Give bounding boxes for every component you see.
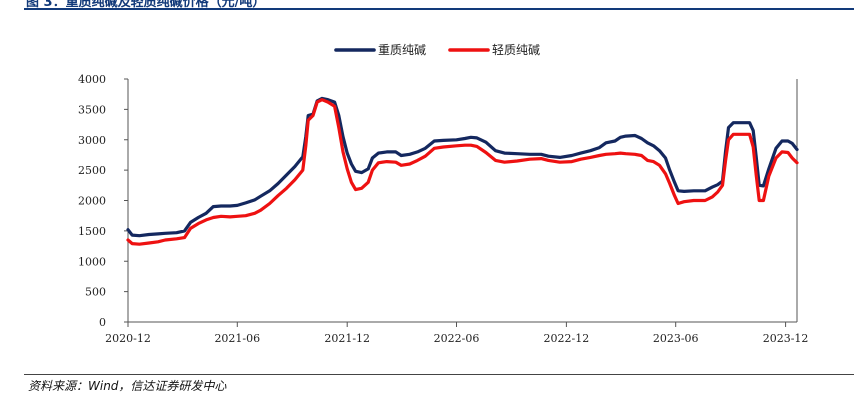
y-tick-label: 1000 <box>78 255 106 268</box>
series-line-light-soda-ash <box>126 98 799 246</box>
x-tick-label: 2023-12 <box>763 332 809 345</box>
legend-label: 重质纯碱 <box>378 43 426 57</box>
title-rule <box>24 8 854 10</box>
x-tick-label: 2021-06 <box>214 332 260 345</box>
x-tick-label: 2020-12 <box>105 332 151 345</box>
chart-axes: 0 500 1000 1500 2000 2500 3000 3500 4000 2020-12 2… <box>78 73 808 345</box>
figure-title: 图 3：重质纯碱及轻质纯碱价格（元/吨） <box>26 0 266 10</box>
x-tick-label: 2022-12 <box>544 332 590 345</box>
y-tick-label: 2500 <box>78 164 106 177</box>
x-tick-label: 2021-12 <box>324 332 370 345</box>
x-tick-label: 2022-06 <box>434 332 480 345</box>
y-tick-label: 3000 <box>78 134 106 147</box>
source-note: 资料来源：Wind，信达证券研发中心 <box>28 379 227 393</box>
chart-series <box>126 96 799 246</box>
y-tick-label: 0 <box>99 316 106 329</box>
x-tick-label: 2023-06 <box>653 332 699 345</box>
y-tick-label: 500 <box>85 286 106 299</box>
series-line-heavy-soda-ash <box>126 96 799 238</box>
y-tick-label: 2000 <box>78 195 106 208</box>
chart-legend: 重质纯碱 轻质纯碱 <box>334 43 540 57</box>
y-tick-label: 3500 <box>78 103 106 116</box>
y-tick-label: 1500 <box>78 225 106 238</box>
source-rule <box>24 374 854 375</box>
y-tick-label: 4000 <box>78 73 106 86</box>
legend-label: 轻质纯碱 <box>492 43 540 57</box>
